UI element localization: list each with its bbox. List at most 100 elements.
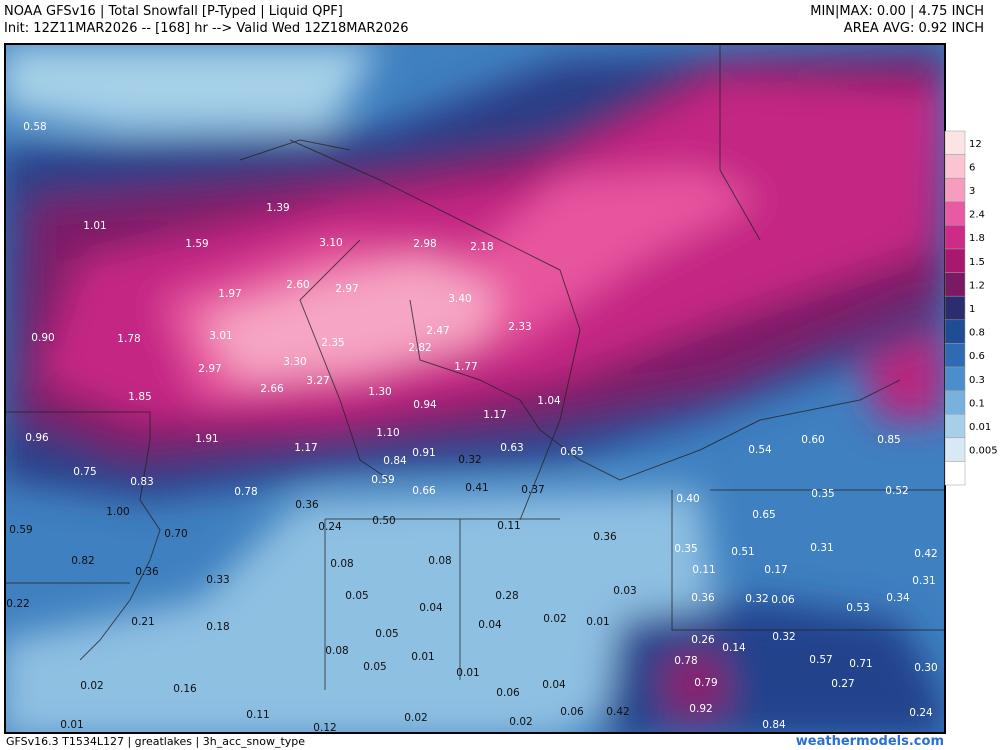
snow-total-label: 0.90 <box>31 332 54 344</box>
colorbar-swatch <box>944 130 966 155</box>
snow-total-label: 0.83 <box>130 476 153 488</box>
snow-total-label: 0.31 <box>810 542 833 554</box>
snow-total-label: 0.91 <box>412 447 435 459</box>
snow-total-label: 3.01 <box>209 330 232 342</box>
snow-total-label: 0.01 <box>411 651 434 663</box>
snow-total-label: 0.75 <box>73 466 96 478</box>
snow-total-label: 1.91 <box>195 433 218 445</box>
colorbar-swatch <box>944 295 966 321</box>
snow-total-label: 0.08 <box>428 555 451 567</box>
snow-total-label: 0.14 <box>722 642 746 654</box>
snow-total-label: 0.42 <box>606 706 629 718</box>
snow-total-label: 0.04 <box>542 679 566 691</box>
snow-total-label: 0.22 <box>6 598 29 610</box>
snow-total-label: 3.30 <box>283 356 306 368</box>
snow-total-label: 1.39 <box>266 202 289 214</box>
snow-total-label: 0.01 <box>60 719 83 731</box>
colorbar-label: 0.1 <box>969 398 985 409</box>
colorbar-swatch <box>944 319 966 344</box>
snow-total-label: 0.02 <box>543 613 566 625</box>
colorbar-label: 1 <box>969 304 975 315</box>
snow-total-label: 2.47 <box>426 325 449 337</box>
snow-total-label: 1.59 <box>185 238 208 250</box>
snow-total-label: 0.79 <box>694 677 717 689</box>
snow-total-label: 1.01 <box>83 220 106 232</box>
snowfall-field <box>5 44 945 733</box>
snow-total-label: 0.57 <box>809 654 832 666</box>
snow-total-label: 1.10 <box>376 427 399 439</box>
colorbar-label: 1.5 <box>969 257 985 268</box>
snow-total-label: 0.32 <box>745 593 768 605</box>
snow-total-label: 0.36 <box>691 592 715 604</box>
snow-total-label: 2.35 <box>321 337 344 349</box>
colorbar-label: 0.3 <box>969 375 985 386</box>
snow-total-label: 0.17 <box>764 564 787 576</box>
snow-total-label: 0.78 <box>674 655 697 667</box>
snow-total-label: 0.02 <box>509 716 532 728</box>
footer-site: weathermodels.com <box>796 734 944 749</box>
colorbar-swatch <box>944 248 966 273</box>
snow-total-label: 1.85 <box>128 391 151 403</box>
snow-total-label: 0.58 <box>23 121 46 133</box>
snow-total-label: 0.60 <box>801 434 824 446</box>
snow-total-label: 1.17 <box>294 442 317 454</box>
snow-total-label: 0.40 <box>676 493 699 505</box>
snow-total-label: 0.92 <box>689 703 712 715</box>
colorbar-label: 0.8 <box>969 328 985 339</box>
snow-total-label: 0.02 <box>80 680 103 692</box>
colorbar-label: 12 <box>969 139 982 150</box>
snow-total-label: 0.06 <box>496 687 520 699</box>
snow-total-label: 0.51 <box>731 546 754 558</box>
snow-total-label: 0.32 <box>772 631 795 643</box>
snow-total-label: 1.00 <box>106 506 129 518</box>
snow-total-label: 0.50 <box>372 515 395 527</box>
snow-total-label: 0.16 <box>173 683 197 695</box>
snow-total-label: 0.71 <box>849 658 872 670</box>
colorbar-label: 2.4 <box>969 210 985 221</box>
snow-total-label: 1.97 <box>218 288 241 300</box>
colorbar-swatch <box>944 225 966 250</box>
snow-total-label: 0.36 <box>593 531 617 543</box>
snow-total-label: 0.96 <box>25 432 49 444</box>
snow-total-label: 0.32 <box>458 454 481 466</box>
snow-total-label: 1.78 <box>117 333 140 345</box>
snow-total-label: 0.21 <box>131 616 154 628</box>
snow-total-label: 0.05 <box>375 628 398 640</box>
snow-total-label: 0.37 <box>521 484 544 496</box>
snow-total-label: 2.33 <box>508 321 531 333</box>
snow-total-label: 0.05 <box>345 590 368 602</box>
snow-total-label: 0.52 <box>885 485 908 497</box>
snow-total-label: 0.63 <box>500 442 523 454</box>
init-line: Init: 12Z11MAR2026 -- [168] hr --> Valid… <box>4 21 409 36</box>
snow-total-label: 0.35 <box>674 543 697 555</box>
snow-total-label: 2.97 <box>198 363 221 375</box>
snow-total-label: 0.11 <box>692 564 715 576</box>
snow-total-label: 0.04 <box>478 619 502 631</box>
snow-total-label: 0.05 <box>363 661 386 673</box>
colorbar-label: 0.005 <box>969 446 998 457</box>
title: NOAA GFSv16 | Total Snowfall [P-Typed | … <box>4 4 343 19</box>
snow-total-label: 0.70 <box>164 528 187 540</box>
snow-total-label: 0.24 <box>909 707 933 719</box>
snow-total-label: 0.34 <box>886 592 910 604</box>
snow-total-label: 0.02 <box>404 712 427 724</box>
snow-total-label: 0.11 <box>246 709 269 721</box>
snow-total-label: 2.98 <box>413 238 436 250</box>
snow-total-label: 1.17 <box>483 409 506 421</box>
snow-total-label: 0.06 <box>560 706 584 718</box>
snow-total-label: 0.33 <box>206 574 229 586</box>
snow-total-label: 0.18 <box>206 621 229 633</box>
colorbar-swatch <box>944 272 966 297</box>
snow-total-label: 0.84 <box>383 455 407 467</box>
snow-total-label: 0.41 <box>465 482 488 494</box>
snow-total-label: 2.97 <box>335 283 358 295</box>
snow-total-label: 0.59 <box>371 474 394 486</box>
snow-total-label: 0.27 <box>831 678 854 690</box>
colorbar-label: 0.6 <box>969 351 985 362</box>
snow-total-label: 0.78 <box>234 486 257 498</box>
colorbar-label: 6 <box>969 162 975 173</box>
snow-total-label: 0.65 <box>560 446 583 458</box>
colorbar-swatch <box>944 201 966 226</box>
